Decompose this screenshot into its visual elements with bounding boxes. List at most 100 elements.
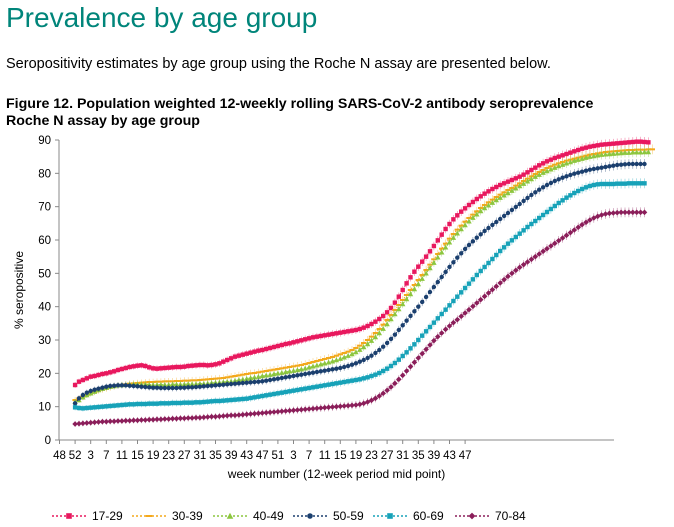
- data-point-60-69: [544, 209, 550, 215]
- data-point-17-29: [80, 377, 86, 383]
- data-point-17-29: [189, 363, 195, 368]
- data-point-60-69: [88, 405, 93, 410]
- data-point-50-59: [377, 347, 382, 353]
- data-point-30-39: [306, 362, 312, 364]
- data-point-70-84: [298, 406, 305, 413]
- legend-marker: [468, 512, 476, 520]
- data-point-70-84: [477, 296, 484, 303]
- data-point-17-29: [638, 139, 643, 144]
- data-point-60-69: [76, 405, 82, 411]
- data-point-50-59: [420, 299, 425, 305]
- data-point-70-84: [528, 256, 535, 263]
- data-point-17-29: [310, 335, 316, 340]
- data-point-17-29: [209, 362, 214, 368]
- data-point-70-84: [602, 211, 609, 217]
- data-point-30-39: [259, 370, 265, 373]
- data-point-40-49: [431, 259, 437, 265]
- data-point-40-49: [540, 169, 546, 175]
- data-point-40-49: [169, 381, 176, 387]
- data-point-50-59: [232, 381, 238, 386]
- data-point-70-84: [208, 413, 215, 420]
- data-point-17-29: [139, 363, 144, 368]
- data-point-50-59: [509, 207, 515, 213]
- data-point-70-84: [384, 387, 390, 394]
- data-point-70-84: [95, 419, 102, 425]
- data-point-17-29: [505, 179, 511, 184]
- data-point-70-84: [431, 337, 437, 344]
- data-point-40-49: [380, 325, 386, 331]
- data-point-60-69: [498, 248, 503, 254]
- data-point-70-84: [396, 376, 402, 383]
- data-point-30-39: [247, 372, 254, 375]
- data-point-60-69: [271, 391, 277, 397]
- data-point-17-29: [501, 181, 507, 186]
- legend-marker: [307, 513, 313, 519]
- data-point-70-84: [236, 412, 242, 418]
- data-point-40-49: [489, 199, 496, 205]
- data-point-50-59: [373, 350, 378, 356]
- data-point-50-59: [84, 390, 90, 395]
- data-point-50-59: [88, 388, 93, 394]
- data-point-50-59: [423, 294, 429, 300]
- data-point-50-59: [611, 163, 616, 168]
- data-point-17-29: [435, 238, 440, 243]
- data-point-60-69: [552, 203, 557, 209]
- data-point-40-49: [591, 153, 597, 159]
- data-point-30-39: [314, 360, 320, 362]
- data-point-70-84: [423, 346, 429, 353]
- data-point-50-59: [583, 168, 589, 173]
- data-point-70-84: [255, 410, 262, 417]
- data-point-40-49: [470, 214, 476, 220]
- data-point-60-69: [170, 400, 175, 406]
- data-point-17-29: [377, 316, 382, 322]
- data-point-60-69: [478, 268, 483, 274]
- y-tick-label: 0: [45, 435, 51, 447]
- data-point-60-69: [486, 260, 491, 266]
- data-point-50-59: [275, 376, 281, 381]
- data-point-40-49: [236, 377, 242, 383]
- data-point-17-29: [322, 333, 327, 338]
- x-tick-label: 48: [53, 450, 66, 462]
- data-point-60-69: [607, 181, 612, 187]
- data-point-17-29: [646, 140, 651, 145]
- x-tick-label: 11: [319, 450, 331, 462]
- data-point-30-39: [251, 372, 258, 374]
- data-point-50-59: [92, 387, 97, 392]
- data-point-60-69: [572, 190, 577, 196]
- data-point-40-49: [322, 360, 328, 366]
- data-point-30-39: [224, 376, 230, 379]
- legend-label: 50-59: [333, 509, 364, 523]
- data-point-50-59: [306, 371, 312, 376]
- data-point-70-84: [306, 406, 312, 412]
- data-point-50-59: [427, 289, 433, 295]
- data-point-60-69: [174, 400, 179, 406]
- data-point-60-69: [361, 376, 366, 381]
- data-point-50-59: [552, 178, 557, 184]
- data-point-70-84: [622, 209, 628, 216]
- data-point-40-49: [263, 372, 269, 378]
- x-tick-label: 3: [87, 450, 93, 462]
- data-point-50-59: [630, 161, 635, 167]
- data-point-50-59: [381, 344, 386, 349]
- data-point-50-59: [615, 162, 620, 168]
- data-point-60-69: [548, 206, 554, 212]
- data-point-50-59: [147, 385, 152, 390]
- data-point-17-29: [369, 321, 374, 327]
- data-point-60-69: [373, 372, 378, 377]
- data-point-70-84: [91, 419, 98, 426]
- data-point-60-69: [396, 357, 401, 362]
- data-point-50-59: [626, 161, 632, 167]
- data-point-70-84: [587, 217, 593, 223]
- data-point-60-69: [197, 400, 203, 405]
- data-point-60-69: [123, 402, 128, 407]
- data-point-40-49: [368, 337, 375, 343]
- data-point-50-59: [299, 372, 304, 377]
- data-point-40-49: [185, 381, 191, 387]
- data-point-17-29: [236, 353, 242, 358]
- data-point-17-29: [642, 139, 647, 145]
- data-point-40-49: [353, 349, 359, 355]
- data-point-40-49: [247, 375, 254, 381]
- data-point-60-69: [193, 400, 199, 405]
- data-point-17-29: [373, 319, 378, 324]
- data-point-30-39: [228, 375, 234, 378]
